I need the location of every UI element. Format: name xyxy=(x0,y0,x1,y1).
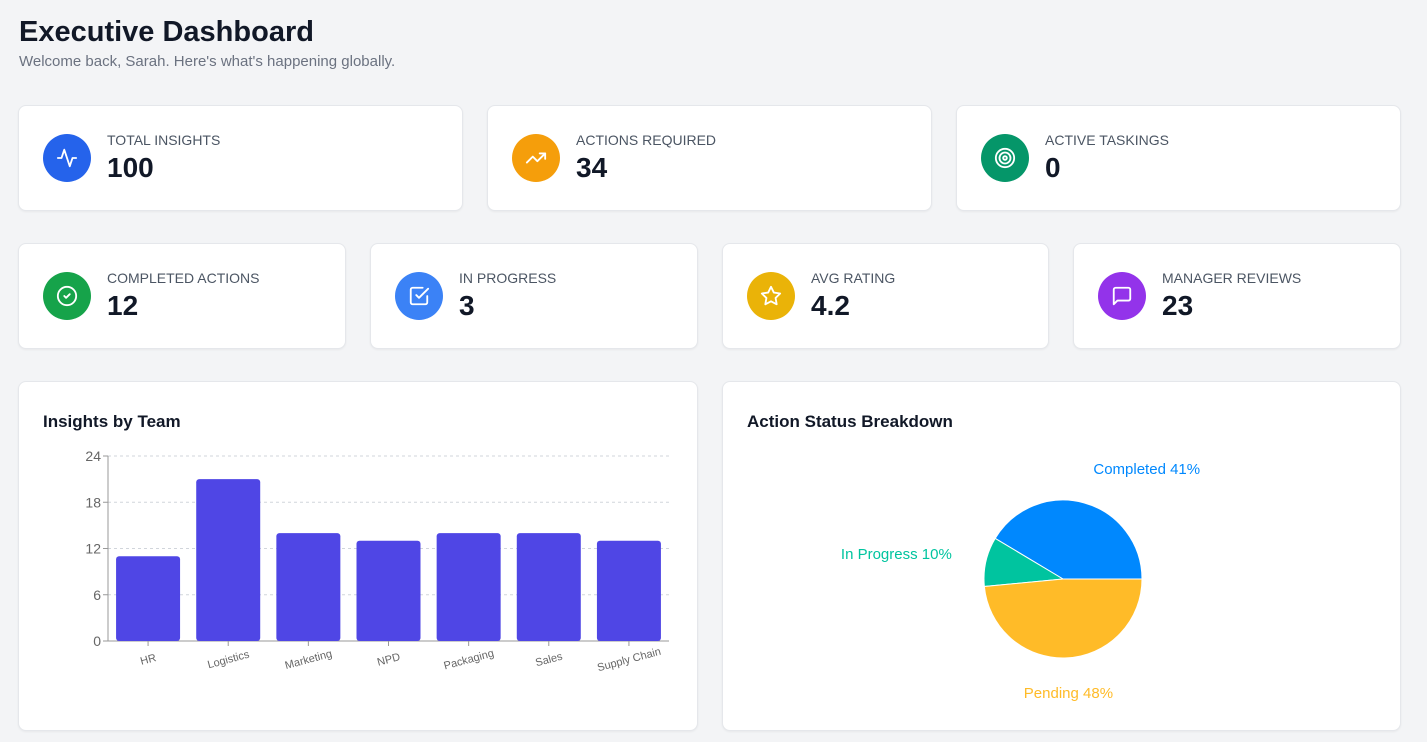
bar-marketing xyxy=(276,533,341,641)
pie-slice-pending xyxy=(983,578,1143,659)
message-square-icon xyxy=(1098,272,1146,320)
x-tick-label: Logistics xyxy=(206,649,251,672)
stat-value: 0 xyxy=(1045,152,1061,183)
pie-chart-card: Action Status Breakdown Completed 41% In … xyxy=(722,381,1401,731)
check-circle-icon xyxy=(43,272,91,320)
stat-card-avg-rating: Avg Rating 4.2 xyxy=(722,243,1049,349)
x-tick-label: HR xyxy=(139,652,158,668)
stat-label: Actions Required xyxy=(576,132,717,148)
pie-chart: Completed 41% In Progress 10% Pending 48% xyxy=(841,461,1200,702)
star-icon xyxy=(747,272,795,320)
x-tick-label: NPD xyxy=(376,651,402,669)
pie-label: Pending 48% xyxy=(1024,685,1113,702)
y-tick-label: 12 xyxy=(85,541,101,557)
bar-hr xyxy=(116,556,181,641)
stat-value: 3 xyxy=(459,290,475,321)
stat-label: Completed Actions xyxy=(107,270,260,286)
stat-value: 23 xyxy=(1162,290,1194,321)
stat-value: 100 xyxy=(107,152,154,183)
stat-label: Total Insights xyxy=(107,132,221,148)
target-icon xyxy=(981,134,1029,182)
stat-label: Manager Reviews xyxy=(1162,270,1302,286)
bar-logistics xyxy=(196,479,261,641)
pie-label: Completed 41% xyxy=(1093,461,1200,478)
stat-label: In Progress xyxy=(459,270,557,286)
stat-card-actions-required: Actions Required 34 xyxy=(487,105,932,211)
stat-card-completed-actions: Completed Actions 12 xyxy=(18,243,346,349)
activity-icon xyxy=(43,134,91,182)
bar-chart-card: Insights by Team 0 6 12 18 24 HR Logistics Mark… xyxy=(18,381,698,731)
bar-chart-title: Insights by Team xyxy=(43,412,181,431)
stat-label: Active Taskings xyxy=(1045,132,1169,148)
bar-supply-chain xyxy=(596,540,661,641)
bar-chart: 0 6 12 18 24 HR Logistics Marketing NPD Packaging… xyxy=(85,448,669,675)
stat-value: 4.2 xyxy=(811,290,850,321)
pie-label: In Progress 10% xyxy=(841,546,952,563)
stat-card-manager-reviews: Manager Reviews 23 xyxy=(1073,243,1401,349)
stat-value: 34 xyxy=(576,152,608,183)
pie-slice-completed xyxy=(994,499,1143,580)
bar-npd xyxy=(356,540,421,641)
y-tick-label: 18 xyxy=(85,494,101,510)
stat-card-total-insights: Total Insights 100 xyxy=(18,105,463,211)
stat-card-in-progress: In Progress 3 xyxy=(370,243,698,349)
bar-packaging xyxy=(436,533,501,641)
page-subtitle: Welcome back, Sarah. Here's what's happe… xyxy=(19,53,396,70)
stat-card-active-taskings: Active Taskings 0 xyxy=(956,105,1401,211)
page-title: Executive Dashboard xyxy=(19,16,314,48)
stat-label: Avg Rating xyxy=(811,270,896,286)
y-tick-label: 6 xyxy=(93,587,101,603)
y-tick-label: 24 xyxy=(85,448,101,464)
x-tick-label: Packaging xyxy=(443,648,496,673)
pie-chart-title: Action Status Breakdown xyxy=(747,412,953,431)
x-tick-label: Marketing xyxy=(284,648,334,672)
trending-up-icon xyxy=(512,134,560,182)
y-tick-label: 0 xyxy=(93,633,101,649)
stat-value: 12 xyxy=(107,290,139,321)
bar-sales xyxy=(516,533,581,641)
x-tick-label: Sales xyxy=(534,650,564,669)
x-tick-label: Supply Chain xyxy=(596,646,662,675)
check-square-icon xyxy=(395,272,443,320)
